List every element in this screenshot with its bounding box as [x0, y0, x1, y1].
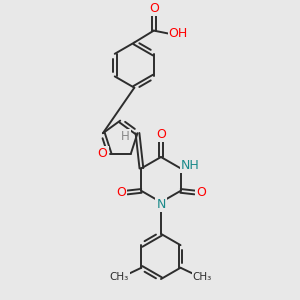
- Text: O: O: [116, 186, 126, 199]
- Text: O: O: [98, 147, 107, 160]
- Text: CH₃: CH₃: [110, 272, 129, 281]
- Text: O: O: [156, 128, 166, 141]
- Text: H: H: [121, 130, 130, 143]
- Text: CH₃: CH₃: [193, 272, 212, 281]
- Text: N: N: [156, 198, 166, 211]
- Text: O: O: [149, 2, 159, 14]
- Text: OH: OH: [169, 27, 188, 40]
- Text: O: O: [196, 186, 206, 199]
- Text: NH: NH: [181, 159, 200, 172]
